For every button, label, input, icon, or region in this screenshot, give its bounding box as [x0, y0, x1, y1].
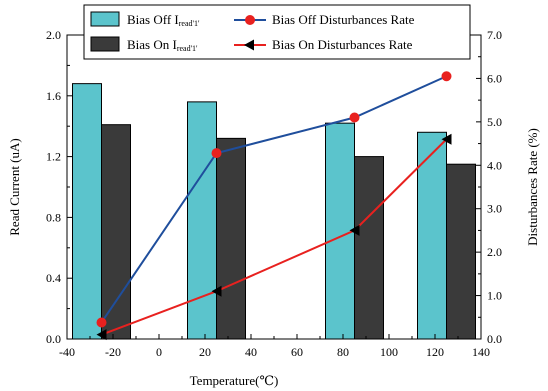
x-tick-label-1: -20: [105, 345, 121, 359]
bar-bias-off-0: [72, 83, 102, 340]
y-right-tick-label-5: 5.0: [487, 115, 502, 129]
bar-bias-on-1: [216, 137, 246, 340]
point-bias-on-rate-2: [349, 224, 360, 236]
point-bias-off-rate-0: [96, 317, 107, 328]
lines-layer: [96, 71, 452, 341]
x-tick-label-4: 40: [245, 345, 257, 359]
x-tick-label-6: 80: [337, 345, 349, 359]
bar-bias-off-1: [187, 101, 217, 340]
y-right-tick-label-7: 7.0: [487, 28, 502, 42]
line-bias-off-rate: [100, 75, 447, 324]
y-right-tick-label-4: 4.0: [487, 158, 502, 172]
y-left-tick-label-4: 1.6: [46, 89, 61, 103]
legend-box: [83, 4, 471, 60]
x-tick-label-5: 60: [291, 345, 303, 359]
bar-bias-on-3: [446, 163, 476, 340]
y-left-tick-label-1: 0.4: [46, 271, 61, 285]
legend-swatch-bias-off: [90, 11, 120, 27]
x-tick-label-7: 100: [380, 345, 398, 359]
y-left-tick-label-3: 1.2: [46, 150, 61, 164]
point-bias-off-rate-3: [441, 71, 452, 82]
legend-label-bias-off: Bias Off Iread'1': [127, 12, 200, 28]
bar-bias-on-0: [101, 124, 131, 340]
y-left-tick-label-0: 0.0: [46, 332, 61, 346]
bar-bias-on-2: [354, 156, 384, 340]
legend-marker-bias-on-rate: [244, 39, 254, 51]
x-tick-label-2: 0: [156, 345, 162, 359]
line-bias-on-rate: [101, 138, 448, 336]
y-left-tick-label-2: 0.8: [46, 210, 61, 224]
x-tick-label-9: 140: [472, 345, 490, 359]
point-bias-on-rate-3: [441, 133, 452, 145]
legend-label-bias-on-rate: Bias On Disturbances Rate: [272, 37, 413, 52]
y-axis-right-label: Disturbances Rate (%): [525, 128, 540, 246]
legend-swatch-bias-on: [90, 36, 120, 52]
legend-label-bias-off-rate: Bias Off Disturbances Rate: [272, 12, 415, 27]
point-bias-on-rate-1: [211, 285, 222, 297]
bar-bias-off-2: [325, 122, 355, 340]
bar-bias-off-3: [417, 131, 447, 340]
y-left-tick-label-5: 2.0: [46, 28, 61, 42]
y-right-tick-label-1: 1.0: [487, 289, 502, 303]
legend: Bias Off Iread'1' Bias Off Disturbances …: [83, 4, 471, 60]
y-right-tick-label-3: 3.0: [487, 202, 502, 216]
x-tick-label-0: -40: [59, 345, 75, 359]
y-right-tick-label-2: 2.0: [487, 245, 502, 259]
bars-layer: [72, 83, 476, 340]
y-axis-left-label: Read Current (uA): [7, 138, 22, 235]
legend-label-bias-on: Bias On Iread'1': [127, 37, 198, 53]
y-right-tick-label-6: 6.0: [487, 71, 502, 85]
x-tick-label-8: 120: [426, 345, 444, 359]
x-axis-label: Temperature(℃): [190, 373, 279, 388]
point-bias-on-rate-0: [96, 329, 107, 341]
y-right-tick-label-0: 0.0: [487, 332, 502, 346]
point-bias-off-rate-1: [211, 148, 222, 159]
point-bias-off-rate-2: [349, 112, 360, 123]
x-tick-label-3: 20: [199, 345, 211, 359]
legend-marker-bias-off-rate: [245, 15, 255, 25]
